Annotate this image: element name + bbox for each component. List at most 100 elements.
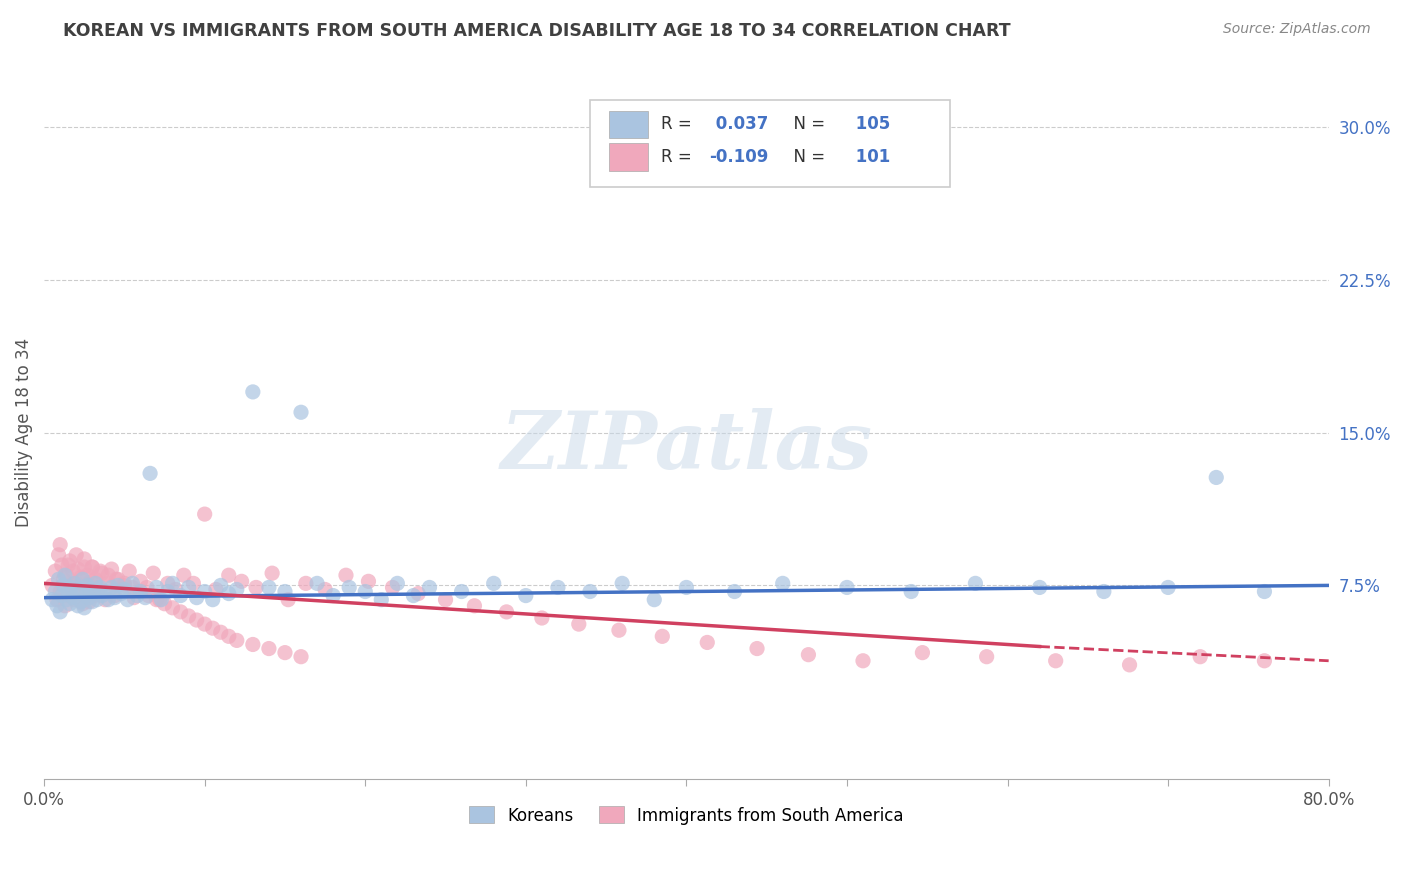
Point xyxy=(63,592,86,607)
Point xyxy=(169,589,191,603)
Point xyxy=(610,576,633,591)
Point xyxy=(134,591,156,605)
Point xyxy=(1205,470,1227,484)
Point xyxy=(225,582,247,597)
Point xyxy=(129,584,152,599)
Point xyxy=(82,595,104,609)
Point xyxy=(97,592,120,607)
Point xyxy=(976,649,998,664)
Point xyxy=(406,586,429,600)
Point xyxy=(79,582,101,597)
Point xyxy=(201,592,224,607)
Point xyxy=(83,589,105,603)
Point xyxy=(156,584,179,599)
Point xyxy=(44,564,66,578)
Point xyxy=(135,581,157,595)
Point xyxy=(94,592,117,607)
Point xyxy=(295,576,318,591)
Point xyxy=(515,589,537,603)
Point xyxy=(112,582,135,597)
Point xyxy=(1157,581,1180,595)
Point xyxy=(65,576,87,591)
Point xyxy=(82,560,104,574)
Point xyxy=(177,581,200,595)
Point xyxy=(149,592,172,607)
Point xyxy=(835,581,858,595)
Point xyxy=(218,568,240,582)
Point xyxy=(579,584,602,599)
Point xyxy=(52,572,75,586)
Point xyxy=(530,611,553,625)
Point xyxy=(84,576,107,591)
Point xyxy=(76,568,98,582)
Point xyxy=(51,558,73,572)
Point xyxy=(117,592,139,607)
Text: KOREAN VS IMMIGRANTS FROM SOUTH AMERICA DISABILITY AGE 18 TO 34 CORRELATION CHAR: KOREAN VS IMMIGRANTS FROM SOUTH AMERICA … xyxy=(63,22,1011,40)
Point xyxy=(165,582,187,597)
Point xyxy=(194,584,217,599)
Point xyxy=(48,572,70,586)
Point xyxy=(335,568,357,582)
Point xyxy=(675,581,697,595)
Point xyxy=(463,599,485,613)
Point xyxy=(482,576,505,591)
Point xyxy=(547,581,569,595)
Point xyxy=(73,552,96,566)
Point xyxy=(290,649,312,664)
Point xyxy=(41,592,63,607)
Point xyxy=(44,584,66,599)
Point xyxy=(183,576,205,591)
Point xyxy=(314,582,336,597)
Point xyxy=(46,599,69,613)
Point xyxy=(242,638,264,652)
Legend: Koreans, Immigrants from South America: Koreans, Immigrants from South America xyxy=(461,798,912,833)
Point xyxy=(41,578,63,592)
Point xyxy=(209,578,232,592)
Point xyxy=(63,576,86,591)
Point xyxy=(1189,649,1212,664)
Point xyxy=(218,629,240,643)
Point xyxy=(387,576,409,591)
Point xyxy=(67,586,90,600)
Text: N =: N = xyxy=(783,148,830,166)
Point xyxy=(77,591,100,605)
Point xyxy=(82,560,104,574)
Point xyxy=(723,584,745,599)
Point xyxy=(205,582,228,597)
Point xyxy=(322,589,344,603)
Point xyxy=(67,582,90,597)
Point xyxy=(121,576,143,591)
Point xyxy=(434,592,457,607)
Point xyxy=(49,605,72,619)
Text: Source: ZipAtlas.com: Source: ZipAtlas.com xyxy=(1223,22,1371,37)
Point xyxy=(90,589,112,603)
Point xyxy=(65,586,87,600)
Point xyxy=(62,564,84,578)
FancyBboxPatch shape xyxy=(609,143,648,171)
Point xyxy=(86,592,108,607)
Point xyxy=(911,646,934,660)
Point xyxy=(1253,654,1275,668)
Point xyxy=(66,599,89,613)
Point xyxy=(257,641,280,656)
Point xyxy=(186,613,208,627)
Point xyxy=(75,582,97,597)
Point xyxy=(1045,654,1067,668)
Point xyxy=(162,576,184,591)
Point xyxy=(49,538,72,552)
Point xyxy=(90,566,112,581)
Point xyxy=(142,566,165,581)
Point xyxy=(72,572,94,586)
FancyBboxPatch shape xyxy=(591,100,949,186)
Point xyxy=(1028,581,1050,595)
Point xyxy=(87,581,110,595)
Point xyxy=(643,592,665,607)
Point xyxy=(129,584,152,599)
Point xyxy=(105,572,128,586)
Point xyxy=(274,584,297,599)
Text: N =: N = xyxy=(783,115,830,134)
Point xyxy=(127,589,149,603)
Point xyxy=(150,592,173,607)
Point xyxy=(169,605,191,619)
Point xyxy=(201,621,224,635)
